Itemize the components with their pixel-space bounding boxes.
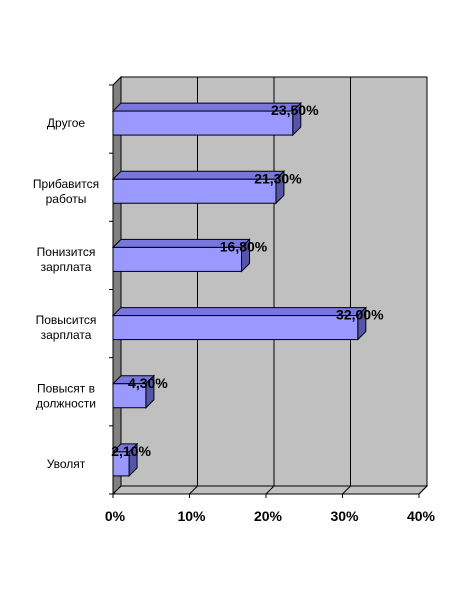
data-label: 2,10% bbox=[111, 443, 151, 459]
bar-front bbox=[112, 178, 277, 204]
category-label: Уволят bbox=[47, 457, 86, 471]
category-label: Понизится зарплата bbox=[37, 245, 96, 274]
bar bbox=[111, 374, 156, 409]
category-label-line: Прибавится bbox=[33, 177, 99, 191]
floor-gridline bbox=[418, 485, 428, 495]
category-label: Прибавится работы bbox=[33, 177, 99, 206]
tick-label: 0% bbox=[105, 508, 126, 524]
data-label: 32,00% bbox=[336, 307, 384, 323]
category-label-line: Повысят в bbox=[37, 381, 95, 395]
category-label-line: должности bbox=[36, 396, 96, 410]
category-label-line: зарплата bbox=[41, 328, 92, 342]
category-label-line: зарплата bbox=[41, 260, 92, 274]
data-label: 16,80% bbox=[220, 238, 268, 254]
bar-front bbox=[112, 315, 359, 341]
category-label: Другое bbox=[47, 116, 85, 130]
chart-walls bbox=[111, 75, 429, 496]
data-label: 23,50% bbox=[271, 102, 319, 118]
tick-label: 30% bbox=[330, 508, 359, 524]
chart-gridlines bbox=[109, 77, 428, 498]
bar-front bbox=[112, 110, 294, 136]
tick-labels: 0% 10% 20% 30% 40% bbox=[105, 508, 436, 524]
category-label: Повысят в должности bbox=[36, 381, 96, 410]
data-labels: 2,10% 4,30% 32,00% 16,80% 21,30% 23,50% bbox=[111, 102, 384, 459]
category-label-line: Повысится bbox=[36, 313, 97, 327]
bar-top bbox=[111, 307, 368, 317]
data-label: 4,30% bbox=[128, 375, 168, 391]
bar bbox=[111, 306, 368, 341]
floor-gridline bbox=[112, 485, 122, 495]
category-label: Повысится зарплата bbox=[36, 313, 97, 342]
floor-gridline bbox=[189, 485, 198, 495]
bar-front bbox=[112, 451, 130, 477]
data-label: 21,30% bbox=[254, 170, 302, 186]
floor-gridline bbox=[265, 485, 275, 495]
bar bbox=[111, 442, 139, 478]
bar bbox=[111, 101, 302, 137]
chart-bars bbox=[111, 101, 368, 478]
side-wall bbox=[112, 75, 122, 496]
tick-label: 40% bbox=[407, 508, 436, 524]
bar bbox=[111, 238, 251, 273]
tick-label: 10% bbox=[177, 508, 206, 524]
bar bbox=[111, 170, 286, 205]
category-label-line: Понизится bbox=[37, 245, 96, 259]
category-label-line: Уволят bbox=[47, 457, 86, 471]
tick-label: 20% bbox=[254, 508, 283, 524]
category-label-line: работы bbox=[46, 192, 87, 206]
bar-front bbox=[112, 383, 147, 409]
category-label-line: Другое bbox=[47, 116, 85, 130]
floor-gridline bbox=[342, 485, 351, 495]
bar-front bbox=[112, 246, 243, 272]
